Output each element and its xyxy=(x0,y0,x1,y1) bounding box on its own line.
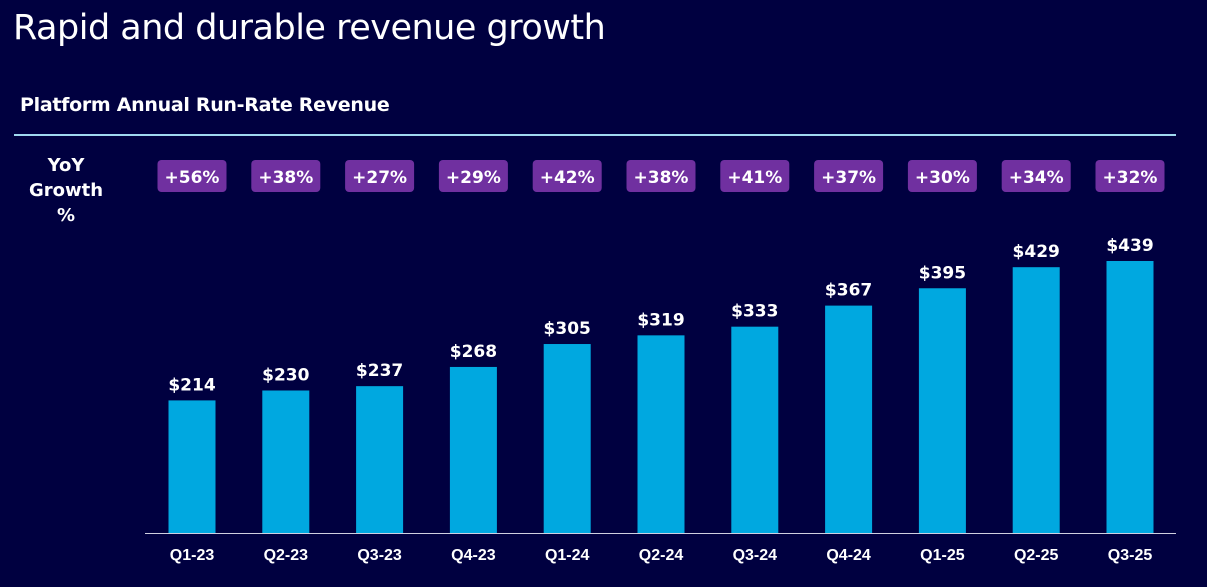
growth-pill xyxy=(626,160,696,192)
growth-pill-label: +38% xyxy=(258,168,313,188)
slide-title: Rapid and durable revenue growth xyxy=(13,8,606,48)
x-tick-label: Q3-24 xyxy=(733,547,778,564)
bar-value-label: $439 xyxy=(1106,236,1153,256)
x-tick-label: Q2-24 xyxy=(639,547,684,564)
x-tick-label: Q4-23 xyxy=(451,547,496,564)
yoy-growth-row-label: YoY Growth % xyxy=(20,153,112,228)
growth-pill xyxy=(814,160,884,192)
growth-pill xyxy=(720,160,790,192)
x-tick-label: Q1-23 xyxy=(170,547,215,564)
chart-title: Platform Annual Run-Rate Revenue xyxy=(20,94,390,116)
growth-pill-label: +34% xyxy=(1009,168,1064,188)
bar-value-label: $214 xyxy=(168,375,215,395)
x-tick-label: Q4-24 xyxy=(826,547,871,564)
bar xyxy=(1106,261,1154,533)
bar-value-label: $429 xyxy=(1013,242,1060,262)
yoy-label-line2: Growth % xyxy=(28,180,104,226)
bar-value-label: $333 xyxy=(731,302,778,322)
bars xyxy=(168,261,1154,533)
yoy-label-line1: YoY xyxy=(47,155,85,176)
growth-pill xyxy=(1001,160,1071,192)
growth-pill-label: +37% xyxy=(821,168,876,188)
growth-pills: +56% +38% +27% +29% +42% +38% +41% +37% +30% +34%… xyxy=(157,160,1165,192)
growth-pill xyxy=(251,160,321,192)
growth-pill-label: +42% xyxy=(540,168,595,188)
growth-pill xyxy=(532,160,602,192)
growth-pill xyxy=(907,160,977,192)
growth-pill xyxy=(1095,160,1165,192)
bar xyxy=(637,335,685,533)
x-tick-label: Q2-23 xyxy=(264,547,309,564)
bar xyxy=(168,400,216,533)
growth-pill-label: +38% xyxy=(634,168,689,188)
x-tick-label: Q1-25 xyxy=(920,547,965,564)
title-separator xyxy=(14,134,1176,136)
bar xyxy=(543,344,591,533)
growth-pill xyxy=(438,160,508,192)
growth-pill-label: +32% xyxy=(1103,168,1158,188)
bar-value-label: $395 xyxy=(919,263,966,283)
growth-pill-label: +30% xyxy=(915,168,970,188)
growth-pill-label: +41% xyxy=(727,168,782,188)
bar xyxy=(825,305,873,533)
growth-pill-label: +29% xyxy=(446,168,501,188)
bar xyxy=(1012,267,1060,533)
bar-value-label: $230 xyxy=(262,365,309,385)
x-tick-label: Q3-23 xyxy=(357,547,402,564)
bar-value-label: $367 xyxy=(825,281,872,301)
bar xyxy=(356,386,404,533)
bar xyxy=(449,366,497,533)
x-axis-labels: Q1-23 Q2-23 Q3-23 Q4-23 Q1-24 Q2-24 Q3-24 Q4-24… xyxy=(170,547,1153,564)
growth-pill-label: +56% xyxy=(165,168,220,188)
bar-value-label: $305 xyxy=(544,319,591,339)
x-tick-label: Q1-24 xyxy=(545,547,590,564)
value-labels: $214 $230 $237 $268 $305 $319 $333 $367 $395 $429… xyxy=(168,236,1153,395)
growth-pill xyxy=(157,160,227,192)
bar xyxy=(731,326,779,533)
bar xyxy=(262,390,310,533)
x-tick-label: Q2-25 xyxy=(1014,547,1059,564)
bar-value-label: $319 xyxy=(637,310,684,330)
bar-value-label: $237 xyxy=(356,361,403,381)
bar xyxy=(918,288,966,533)
bar-value-label: $268 xyxy=(450,342,497,362)
x-tick-label: Q3-25 xyxy=(1108,547,1153,564)
growth-pill-label: +27% xyxy=(352,168,407,188)
growth-pill xyxy=(345,160,415,192)
